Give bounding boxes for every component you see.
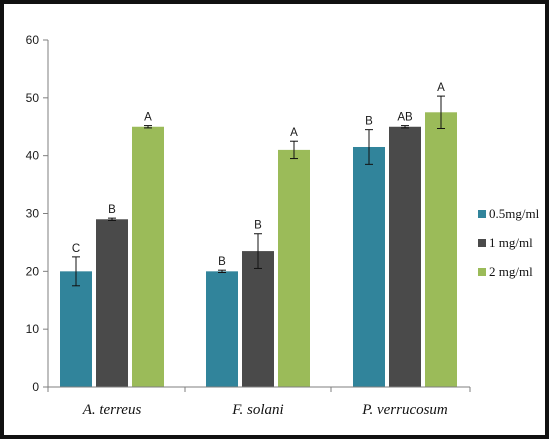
legend-swatch [478,239,486,247]
y-axis: 0 10 20 30 40 50 60 [26,33,49,394]
bar [206,271,238,387]
significance-label: B [365,116,373,128]
y-tick-label: 40 [26,149,40,163]
legend: 0.5mg/ml 1 mg/ml 2 mg/ml [478,206,540,279]
bar [278,149,310,387]
bar [389,126,421,387]
x-category-label: P. verrucosum [361,402,448,418]
bar [353,146,385,387]
significance-label: B [218,256,226,268]
legend-swatch [478,268,486,276]
bar [60,271,92,387]
legend-label: 0.5mg/ml [489,206,540,221]
significance-label: C [72,243,80,255]
x-axis: A. terreus F. solani P. verrucosum [47,386,471,418]
y-tick-label: 0 [32,380,39,394]
significance-label: A [290,127,298,139]
y-tick-label: 30 [26,207,40,221]
legend-label: 1 mg/ml [489,235,533,250]
y-tick-label: 50 [26,91,40,105]
x-category-label: F. solani [231,402,283,418]
bar [96,219,128,387]
significance-label: B [254,220,262,232]
bar [242,251,274,387]
y-tick-label: 60 [26,33,40,47]
significance-label: B [108,204,116,216]
y-tick-label: 20 [26,264,40,278]
significance-label: A [437,82,445,94]
bar [132,126,164,387]
significance-label: A [144,112,152,124]
legend-swatch [478,210,486,218]
y-tick-label: 10 [26,322,40,336]
x-category-label: A. terreus [82,402,142,418]
bar [425,112,457,388]
legend-label: 2 mg/ml [489,264,533,279]
significance-label: AB [397,112,413,124]
